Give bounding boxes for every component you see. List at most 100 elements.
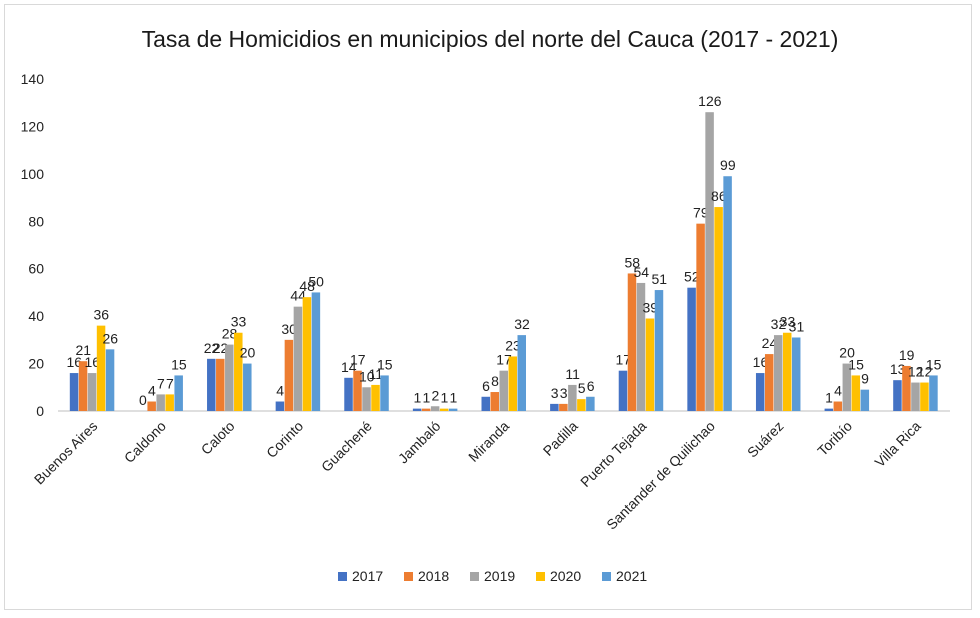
data-label: 20	[240, 345, 256, 361]
data-label: 3	[551, 385, 559, 401]
data-label: 1	[422, 390, 430, 406]
data-label: 52	[684, 269, 700, 285]
bar	[78, 361, 88, 411]
data-label: 6	[482, 378, 490, 394]
bar	[69, 373, 79, 411]
legend-swatch	[536, 572, 545, 581]
data-label: 15	[377, 356, 393, 372]
bar	[284, 339, 294, 411]
data-label: 8	[491, 373, 499, 389]
bar	[174, 375, 183, 411]
bar	[517, 335, 526, 411]
category-label: Toribío	[814, 418, 855, 459]
bar	[165, 394, 174, 411]
bar	[764, 354, 774, 411]
data-label: 7	[166, 375, 174, 391]
category-label: Corinto	[263, 418, 306, 461]
data-label: 31	[789, 318, 805, 334]
data-label: 39	[642, 300, 658, 316]
data-label: 126	[698, 93, 722, 109]
data-label: 19	[899, 347, 915, 363]
y-tick-label: 140	[21, 71, 45, 87]
y-tick-label: 80	[28, 213, 44, 229]
data-label: 17	[350, 352, 366, 368]
data-label: 32	[514, 316, 530, 332]
data-label: 32	[771, 316, 787, 332]
bar	[773, 335, 783, 411]
category-label: Puerto Tejada	[577, 418, 649, 490]
legend-label: 2019	[484, 568, 515, 584]
category-label: Buenos Aires	[31, 418, 101, 488]
data-label: 86	[711, 188, 727, 204]
data-label: 24	[762, 335, 778, 351]
data-label: 26	[103, 330, 119, 346]
bar	[96, 325, 106, 411]
category-label: Suárez	[744, 418, 787, 461]
bar	[851, 375, 861, 411]
bar	[687, 287, 696, 411]
bar	[293, 306, 303, 411]
category-label: Villa Rica	[871, 418, 924, 471]
legend-swatch	[338, 572, 347, 581]
data-label: 17	[496, 352, 512, 368]
bar	[362, 387, 371, 411]
bar	[911, 382, 920, 411]
data-label: 11	[565, 366, 580, 382]
data-label: 1	[825, 390, 833, 406]
data-label: 33	[780, 314, 796, 330]
data-label: 16	[753, 354, 769, 370]
data-label: 15	[171, 356, 187, 372]
data-label: 51	[651, 271, 667, 287]
legend-label: 2018	[418, 568, 449, 584]
data-label: 6	[587, 378, 595, 394]
legend-label: 2017	[352, 568, 383, 584]
data-label: 3	[560, 385, 568, 401]
data-label: 22	[204, 340, 220, 356]
bar	[696, 223, 705, 411]
bar	[860, 389, 870, 411]
bar	[705, 112, 714, 411]
data-label: 7	[157, 375, 165, 391]
data-label: 1	[449, 390, 457, 406]
bar	[353, 370, 362, 411]
y-tick-label: 100	[21, 166, 45, 182]
data-label: 20	[839, 345, 855, 361]
y-tick-label: 0	[36, 403, 44, 419]
data-label: 48	[299, 278, 315, 294]
legend-swatch	[404, 572, 413, 581]
bar	[87, 373, 97, 411]
bar	[412, 408, 422, 411]
data-label: 17	[615, 352, 631, 368]
bar	[902, 365, 911, 411]
bar	[782, 332, 792, 411]
bar	[448, 408, 458, 411]
data-label: 10	[359, 368, 375, 384]
bar	[893, 380, 902, 411]
data-label: 15	[848, 356, 864, 372]
bar	[920, 382, 929, 411]
data-label: 5	[578, 380, 586, 396]
bar	[147, 401, 156, 411]
data-label: 16	[85, 354, 101, 370]
legend-swatch	[470, 572, 479, 581]
bar	[302, 297, 312, 411]
data-label: 15	[926, 356, 942, 372]
bar	[559, 403, 568, 411]
bar	[156, 394, 165, 411]
bar	[216, 358, 225, 411]
data-label: 58	[624, 254, 640, 270]
bar	[929, 375, 938, 411]
bar	[791, 337, 801, 411]
bar	[481, 396, 490, 411]
data-label: 11	[368, 366, 383, 382]
bar	[636, 282, 646, 411]
legend-label: 2020	[550, 568, 581, 584]
data-label: 23	[505, 337, 521, 353]
bar	[755, 373, 765, 411]
bar	[311, 292, 321, 411]
bar	[654, 290, 664, 411]
bar	[550, 403, 559, 411]
data-label: 22	[213, 340, 229, 356]
data-label: 16	[67, 354, 83, 370]
